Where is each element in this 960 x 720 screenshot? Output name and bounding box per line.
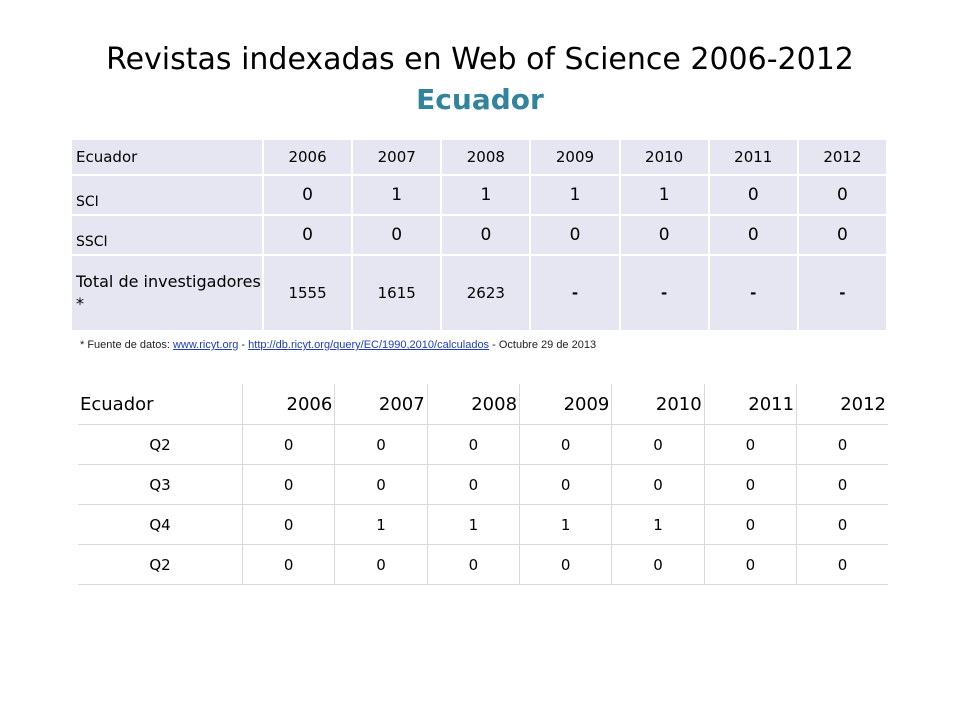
table-cell: 1 — [351, 174, 443, 216]
table-cell: 0 — [519, 424, 612, 465]
table-cell: 0 — [440, 214, 532, 256]
header-cell: 2012 — [796, 384, 888, 425]
ricyt-link[interactable]: www.ricyt.org — [172, 339, 239, 351]
table-cell: 0 — [611, 544, 705, 585]
quartile-table: Ecuador 2006 2007 2008 2009 2010 2011 20… — [78, 384, 888, 585]
table-row: SSCI 0 0 0 0 0 0 0 — [70, 214, 889, 256]
table-cell: 0 — [334, 464, 428, 505]
table-row: Q2 0 0 0 0 0 0 0 — [78, 424, 888, 465]
table-cell: 0 — [618, 214, 710, 256]
header-cell: 2010 — [618, 138, 710, 176]
table-row: Q2 0 0 0 0 0 0 0 — [78, 544, 888, 585]
indexed-journals-table: Ecuador 2006 2007 2008 2009 2010 2011 20… — [70, 138, 889, 332]
page-title: Revistas indexadas en Web of Science 200… — [0, 40, 960, 120]
table-cell: 0 — [796, 504, 888, 545]
table-cell: 1 — [611, 504, 705, 545]
table-cell: 0 — [426, 544, 520, 585]
table-cell: - — [618, 254, 710, 332]
table-cell: 0 — [703, 544, 797, 585]
header-cell: Ecuador — [78, 384, 243, 425]
table-cell: 0 — [703, 504, 797, 545]
table-cell: 0 — [241, 504, 335, 545]
header-cell: 2007 — [351, 138, 443, 176]
table-cell: 0 — [529, 214, 621, 256]
header-cell: 2007 — [334, 384, 428, 425]
table-cell: 0 — [334, 544, 428, 585]
header-cell: 2012 — [796, 138, 889, 176]
table-cell: 0 — [519, 464, 612, 505]
row-label: SSCI — [70, 214, 264, 256]
header-cell: 2006 — [241, 384, 335, 425]
table-cell: 0 — [796, 544, 888, 585]
table-cell: 1 — [519, 504, 612, 545]
table-row: Q4 0 1 1 1 1 0 0 — [78, 504, 888, 545]
table-cell: 0 — [519, 544, 612, 585]
table-cell: 0 — [796, 464, 888, 505]
table-cell: 0 — [334, 424, 428, 465]
table-row: SCI 0 1 1 1 1 0 0 — [70, 174, 889, 216]
header-cell: 2011 — [707, 138, 799, 176]
table-cell: 0 — [611, 464, 705, 505]
table-cell: 1 — [334, 504, 428, 545]
table-cell: 0 — [426, 464, 520, 505]
row-label: SCI — [70, 174, 264, 216]
table-row: Q3 0 0 0 0 0 0 0 — [78, 464, 888, 505]
table-cell: 0 — [426, 424, 520, 465]
header-cell: Ecuador — [70, 138, 264, 176]
table-cell: 0 — [707, 174, 799, 216]
table-cell: 0 — [707, 214, 799, 256]
table-cell: 1 — [618, 174, 710, 216]
header-cell: 2008 — [426, 384, 520, 425]
header-cell: 2009 — [529, 138, 621, 176]
row-label: Total de investigadores * — [70, 254, 264, 332]
row-label: Q2 — [78, 544, 243, 585]
table-cell: 1 — [440, 174, 532, 216]
table-header-row: Ecuador 2006 2007 2008 2009 2010 2011 20… — [70, 138, 889, 176]
note-prefix: * Fuente de datos: — [80, 339, 173, 351]
table-cell: 0 — [796, 174, 889, 216]
table-cell: 0 — [261, 174, 354, 216]
table-cell: 0 — [241, 464, 335, 505]
table-cell: - — [529, 254, 621, 332]
table-cell: - — [707, 254, 799, 332]
title-country: Ecuador — [416, 83, 544, 116]
note-suffix: - Octubre 29 de 2013 — [489, 339, 597, 351]
table-cell: 0 — [703, 464, 797, 505]
table-cell: 0 — [611, 424, 705, 465]
row-label: Q4 — [78, 504, 243, 545]
table-cell: 0 — [351, 214, 443, 256]
title-main: Revistas indexadas en Web of Science 200… — [106, 42, 854, 77]
table-cell: 1 — [529, 174, 621, 216]
header-cell: 2006 — [261, 138, 354, 176]
header-cell: 2010 — [611, 384, 705, 425]
table-cell: - — [796, 254, 889, 332]
table-row: Total de investigadores * 1555 1615 2623… — [70, 254, 889, 332]
table-header-row: Ecuador 2006 2007 2008 2009 2010 2011 20… — [78, 384, 888, 425]
table-cell: 1555 — [261, 254, 354, 332]
table-cell: 1 — [426, 504, 520, 545]
table-cell: 0 — [703, 424, 797, 465]
row-label: Q2 — [78, 424, 243, 465]
table-cell: 0 — [241, 424, 335, 465]
table-cell: 2623 — [440, 254, 532, 332]
table-cell: 1615 — [351, 254, 443, 332]
header-cell: 2011 — [703, 384, 797, 425]
header-cell: 2008 — [440, 138, 532, 176]
row-label: Q3 — [78, 464, 243, 505]
table-cell: 0 — [241, 544, 335, 585]
header-cell: 2009 — [519, 384, 612, 425]
table-cell: 0 — [796, 214, 889, 256]
note-separator: - — [238, 339, 249, 351]
table-cell: 0 — [796, 424, 888, 465]
ricyt-query-link[interactable]: http://db.ricyt.org/query/EC/1990,2010/c… — [248, 339, 490, 351]
source-note: * Fuente de datos: www.ricyt.org - http:… — [80, 339, 596, 351]
table-cell: 0 — [261, 214, 354, 256]
